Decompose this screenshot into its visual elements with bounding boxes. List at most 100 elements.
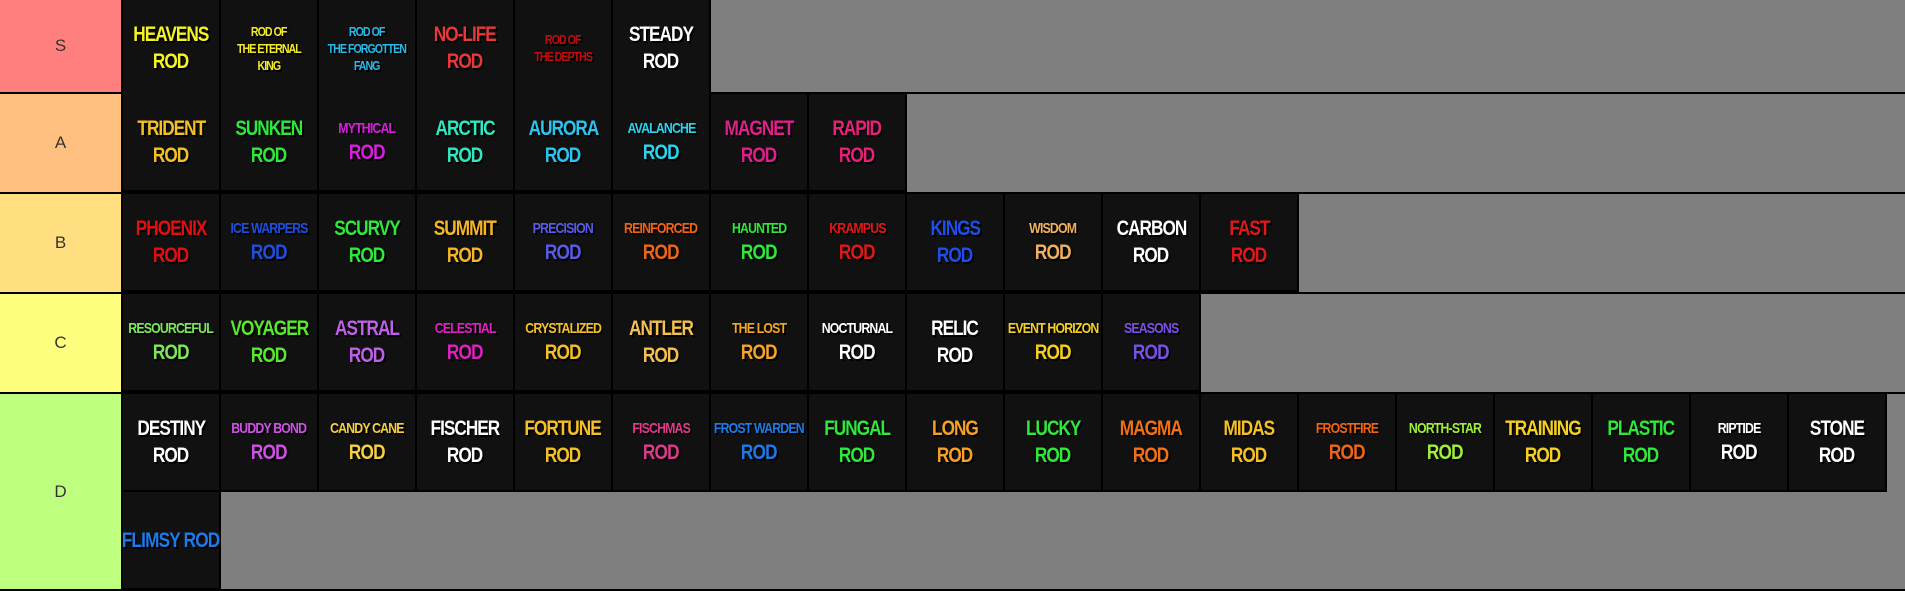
rod-name-line: CARBON	[1116, 217, 1187, 240]
rod-name-line: RESOURCEFUL	[128, 320, 214, 337]
rod-name-line: STONE	[1809, 417, 1865, 440]
rod-tile[interactable]: NOCTURNAL ROD	[809, 294, 907, 392]
rod-tile[interactable]: SUNKEN ROD	[221, 94, 319, 192]
rod-name-line: ROD	[349, 141, 386, 164]
rod-tile[interactable]: REINFORCED ROD	[613, 194, 711, 292]
rod-tile[interactable]: BUDDY BOND ROD	[221, 394, 319, 492]
rod-tile[interactable]: ROD OF THE DEPTHS	[515, 0, 613, 98]
rod-tile[interactable]: RIPTIDE ROD	[1691, 394, 1789, 492]
rod-name-line: ROD	[643, 50, 679, 73]
rod-name-line: KING	[257, 57, 282, 73]
rod-tile[interactable]: SEASONS ROD	[1103, 294, 1201, 392]
rod-tile[interactable]: NO-LIFE ROD	[417, 0, 515, 98]
rod-tile[interactable]: CELESTIAL ROD	[417, 294, 515, 392]
rod-name-line: AVALANCHE	[626, 120, 696, 137]
tier-label[interactable]: D	[0, 394, 123, 589]
rod-name-line: TRIDENT	[137, 117, 206, 140]
rod-name-line: SCURVY	[334, 217, 401, 240]
tier-items: HEAVENS ROD ROD OF THE ETERNAL KING ROD OF THE…	[123, 0, 1905, 98]
rod-tile[interactable]: FROST WARDEN ROD	[711, 394, 809, 492]
rod-tile[interactable]: HEAVENS ROD	[123, 0, 221, 98]
rod-tile[interactable]: EVENT HORIZON ROD	[1005, 294, 1103, 392]
rod-tile[interactable]: VOYAGER ROD	[221, 294, 319, 392]
rod-tile[interactable]: AURORA ROD	[515, 94, 613, 192]
rod-tile[interactable]: LUCKY ROD	[1005, 394, 1103, 492]
rod-name-line: ROD	[937, 444, 973, 467]
rod-tile[interactable]: PRECISION ROD	[515, 194, 613, 292]
rod-tile[interactable]: FISCHER ROD	[417, 394, 515, 492]
rod-tile[interactable]: SCURVY ROD	[319, 194, 417, 292]
tier-row-b: B PHOENIX ROD ICE WARPERS ROD SCURVY ROD SUMMIT…	[0, 194, 1905, 294]
tier-label[interactable]: S	[0, 0, 123, 92]
rod-tile[interactable]: KRAMPUS ROD	[809, 194, 907, 292]
rod-tile[interactable]: RESOURCEFUL ROD	[123, 294, 221, 392]
rod-name-line: FAST	[1228, 217, 1270, 240]
rod-tile[interactable]: ICE WARPERS ROD	[221, 194, 319, 292]
rod-tile[interactable]: MYTHICAL ROD	[319, 94, 417, 192]
rod-tile[interactable]: FORTUNE ROD	[515, 394, 613, 492]
rod-name-line: RELIC	[931, 317, 980, 340]
rod-name-line: MAGNET	[724, 117, 795, 140]
rod-tile[interactable]: RAPID ROD	[809, 94, 907, 192]
rod-tile[interactable]: RELIC ROD	[907, 294, 1005, 392]
rod-tile[interactable]: ROD OF THE ETERNAL KING	[221, 0, 319, 98]
rod-tile[interactable]: FUNGAL ROD	[809, 394, 907, 492]
rod-name-line: LONG	[932, 417, 979, 440]
rod-tile[interactable]: CRYSTALIZED ROD	[515, 294, 613, 392]
rod-tile[interactable]: NORTH-STAR ROD	[1397, 394, 1495, 492]
rod-name-line: WISDOM	[1029, 220, 1077, 237]
rod-tile[interactable]: STONE ROD	[1789, 394, 1887, 492]
rod-name-line: ARCTIC	[435, 117, 495, 140]
rod-tile[interactable]: PLASTIC ROD	[1593, 394, 1691, 492]
rod-tile[interactable]: FLIMSY ROD	[122, 492, 221, 590]
tier-label[interactable]: A	[0, 94, 123, 192]
rod-tile[interactable]: SUMMIT ROD	[417, 194, 515, 292]
rod-tile[interactable]: THE LOST ROD	[711, 294, 809, 392]
rod-name-line: ROD	[447, 50, 483, 73]
rod-tile[interactable]: MAGMA ROD	[1103, 394, 1201, 492]
rod-tile[interactable]: CANDY CANE ROD	[319, 394, 417, 492]
rod-tile[interactable]: ANTLER ROD	[613, 294, 711, 392]
rod-tile[interactable]: WISDOM ROD	[1005, 194, 1103, 292]
rod-tile[interactable]: MIDAS ROD	[1201, 394, 1299, 492]
rod-tile[interactable]: TRAINING ROD	[1495, 394, 1593, 492]
rod-name-line: ASTRAL	[335, 317, 400, 340]
rod-name-line: ANTLER	[629, 317, 694, 340]
rod-tile[interactable]: FROSTFIRE ROD	[1299, 394, 1397, 492]
rod-tile[interactable]: MAGNET ROD	[711, 94, 809, 192]
rod-name-line: MIDAS	[1223, 417, 1276, 440]
rod-name-line: ROD	[1133, 444, 1169, 467]
rod-name-line: ROD	[153, 50, 189, 73]
rod-name-line: ROD	[741, 341, 778, 364]
rod-name-line: ROD	[1525, 444, 1561, 467]
rod-tile[interactable]: FAST ROD	[1201, 194, 1299, 292]
rod-name-line: LUCKY	[1025, 417, 1081, 440]
rod-name-line: ROD	[1427, 441, 1464, 464]
rod-tile[interactable]: STEADY ROD	[613, 0, 711, 98]
rod-tile[interactable]: CARBON ROD	[1103, 194, 1201, 292]
rod-tile[interactable]: PHOENIX ROD	[123, 194, 221, 292]
rod-name-line: PLASTIC	[1607, 417, 1676, 440]
rod-tile[interactable]: TRIDENT ROD	[123, 94, 221, 192]
rod-tile[interactable]: KINGS ROD	[907, 194, 1005, 292]
rod-name-line: ROD	[251, 441, 288, 464]
rod-tile[interactable]: ARCTIC ROD	[417, 94, 515, 192]
rod-name-line: ROD	[251, 344, 287, 367]
rod-tile[interactable]: ROD OF THE FORGOTTEN FANG	[319, 0, 417, 98]
rod-tile[interactable]: ASTRAL ROD	[319, 294, 417, 392]
rod-tile[interactable]: FISCHMAS ROD	[613, 394, 711, 492]
rod-name-line: PHOENIX	[135, 217, 208, 240]
rod-tile[interactable]: DESTINY ROD	[123, 394, 221, 492]
tier-label[interactable]: C	[0, 294, 123, 392]
rod-tile[interactable]: AVALANCHE ROD	[613, 94, 711, 192]
tier-label[interactable]: B	[0, 194, 123, 292]
rod-name-line: ROD	[447, 444, 483, 467]
rod-name-line: ROD OF	[349, 23, 386, 39]
rod-name-line: ROD	[153, 144, 189, 167]
rod-tile[interactable]: HAUNTED ROD	[711, 194, 809, 292]
rod-name-line: KINGS	[930, 217, 981, 240]
rod-name-line: ROD	[545, 144, 581, 167]
rod-tile[interactable]: LONG ROD	[907, 394, 1005, 492]
rod-name-line: SUMMIT	[433, 217, 497, 240]
